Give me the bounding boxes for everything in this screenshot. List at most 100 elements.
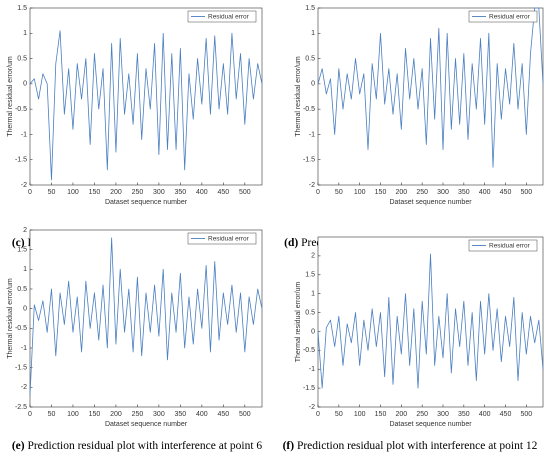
x-tick-label: 200 — [395, 189, 407, 196]
x-tick-label: 500 — [520, 189, 532, 196]
x-tick-label: 250 — [132, 411, 144, 418]
caption: (e) Prediction residual plot with interf… — [12, 440, 263, 452]
x-tick-label: 100 — [354, 189, 366, 196]
caption: (f) Prediction residual plot with interf… — [283, 440, 538, 452]
x-tick-label: 50 — [48, 411, 56, 418]
x-tick-label: 500 — [239, 189, 251, 196]
x-tick-label: 50 — [335, 411, 343, 418]
y-tick-label: -2 — [21, 384, 27, 391]
y-tick-label: 0.5 — [17, 286, 27, 293]
y-tick-label: -0.5 — [15, 325, 27, 332]
legend-label: Residual error — [489, 243, 531, 250]
x-tick-label: 350 — [458, 411, 470, 418]
x-tick-label: 100 — [67, 189, 79, 196]
y-tick-label: -2 — [309, 182, 315, 189]
y-tick-label: 1 — [311, 291, 315, 298]
x-tick-label: 200 — [110, 189, 122, 196]
y-tick-label: 2 — [23, 227, 27, 234]
x-tick-label: 300 — [153, 189, 165, 196]
y-tick-label: 1 — [311, 30, 315, 37]
y-tick-label: 1.5 — [17, 247, 27, 254]
y-tick-label: 0 — [23, 81, 27, 88]
legend-label: Residual error — [208, 14, 250, 21]
x-tick-label: 200 — [110, 411, 122, 418]
y-tick-label: 1 — [23, 30, 27, 37]
y-tick-label: 0.5 — [17, 55, 27, 62]
y-tick-label: -1.5 — [303, 385, 315, 392]
caption-text: Prediction residual plot with interferen… — [27, 440, 262, 452]
x-tick-label: 500 — [520, 411, 532, 418]
y-tick-label: -0.5 — [303, 106, 315, 113]
x-tick-label: 0 — [316, 411, 320, 418]
x-tick-label: 150 — [375, 189, 387, 196]
plot-area — [317, 236, 544, 408]
y-tick-label: -0.5 — [15, 106, 27, 113]
y-axis-label: Thermal residual error/um — [295, 56, 302, 137]
legend-box — [187, 232, 257, 245]
x-tick-label: 400 — [479, 189, 491, 196]
residual-line — [317, 7, 544, 168]
y-tick-label: 0 — [23, 306, 27, 313]
x-tick-label: 500 — [239, 411, 251, 418]
x-tick-label: 100 — [354, 411, 366, 418]
x-tick-label: 450 — [217, 411, 229, 418]
y-tick-label: 1.5 — [305, 5, 315, 12]
x-tick-label: 150 — [375, 411, 387, 418]
legend-box — [187, 10, 257, 23]
x-tick-label: 0 — [316, 189, 320, 196]
x-tick-label: 300 — [153, 411, 165, 418]
y-tick-label: 1.5 — [305, 272, 315, 279]
y-axis-label: Thermal residual error/um — [7, 278, 14, 359]
caption-label: (e) — [12, 440, 25, 452]
x-tick-label: 250 — [132, 189, 144, 196]
y-tick-label: 0 — [311, 328, 315, 335]
x-tick-label: 450 — [217, 189, 229, 196]
y-tick-label: -2 — [21, 182, 27, 189]
x-axis-label: Dataset sequence number — [105, 421, 188, 428]
x-tick-label: 350 — [175, 411, 187, 418]
y-axis-label: Thermal residual error/um — [295, 282, 302, 363]
x-tick-label: 150 — [89, 189, 101, 196]
residual-line — [317, 253, 544, 389]
y-tick-label: -0.5 — [303, 347, 315, 354]
x-tick-label: 200 — [395, 411, 407, 418]
x-tick-label: 150 — [89, 411, 101, 418]
x-tick-label: 350 — [458, 189, 470, 196]
legend-box — [468, 10, 538, 23]
x-tick-label: 0 — [28, 189, 32, 196]
caption-text: Prediction residual plot with interferen… — [297, 440, 538, 452]
y-tick-label: 0.5 — [305, 309, 315, 316]
x-tick-label: 400 — [196, 189, 208, 196]
x-tick-label: 400 — [196, 411, 208, 418]
x-axis-label: Dataset sequence number — [105, 199, 188, 206]
legend-label: Residual error — [208, 236, 250, 243]
x-tick-label: 50 — [48, 189, 56, 196]
x-tick-label: 300 — [437, 189, 449, 196]
residual-line — [29, 30, 263, 181]
plot-area — [29, 7, 263, 186]
y-tick-label: 2 — [311, 253, 315, 260]
x-tick-label: 250 — [416, 189, 428, 196]
caption-label: (f) — [283, 440, 295, 452]
plot-area — [29, 229, 263, 408]
y-axis-label: Thermal residual error/um — [7, 56, 14, 137]
x-tick-label: 250 — [416, 411, 428, 418]
y-tick-label: -1 — [309, 366, 315, 373]
plot-area — [317, 7, 544, 186]
y-tick-label: -1 — [309, 131, 315, 138]
residual-line — [29, 237, 263, 396]
x-tick-label: 100 — [67, 411, 79, 418]
y-tick-label: 1 — [23, 266, 27, 273]
y-tick-label: -2.5 — [15, 404, 27, 411]
legend-label: Residual error — [489, 14, 531, 21]
y-tick-label: -1 — [21, 345, 27, 352]
x-tick-label: 0 — [28, 411, 32, 418]
y-tick-label: -1 — [21, 131, 27, 138]
legend-box — [468, 239, 538, 252]
x-tick-label: 450 — [500, 411, 512, 418]
y-tick-label: 0 — [311, 81, 315, 88]
x-axis-label: Dataset sequence number — [389, 199, 472, 206]
y-tick-label: -2 — [309, 404, 315, 411]
x-tick-label: 50 — [335, 189, 343, 196]
